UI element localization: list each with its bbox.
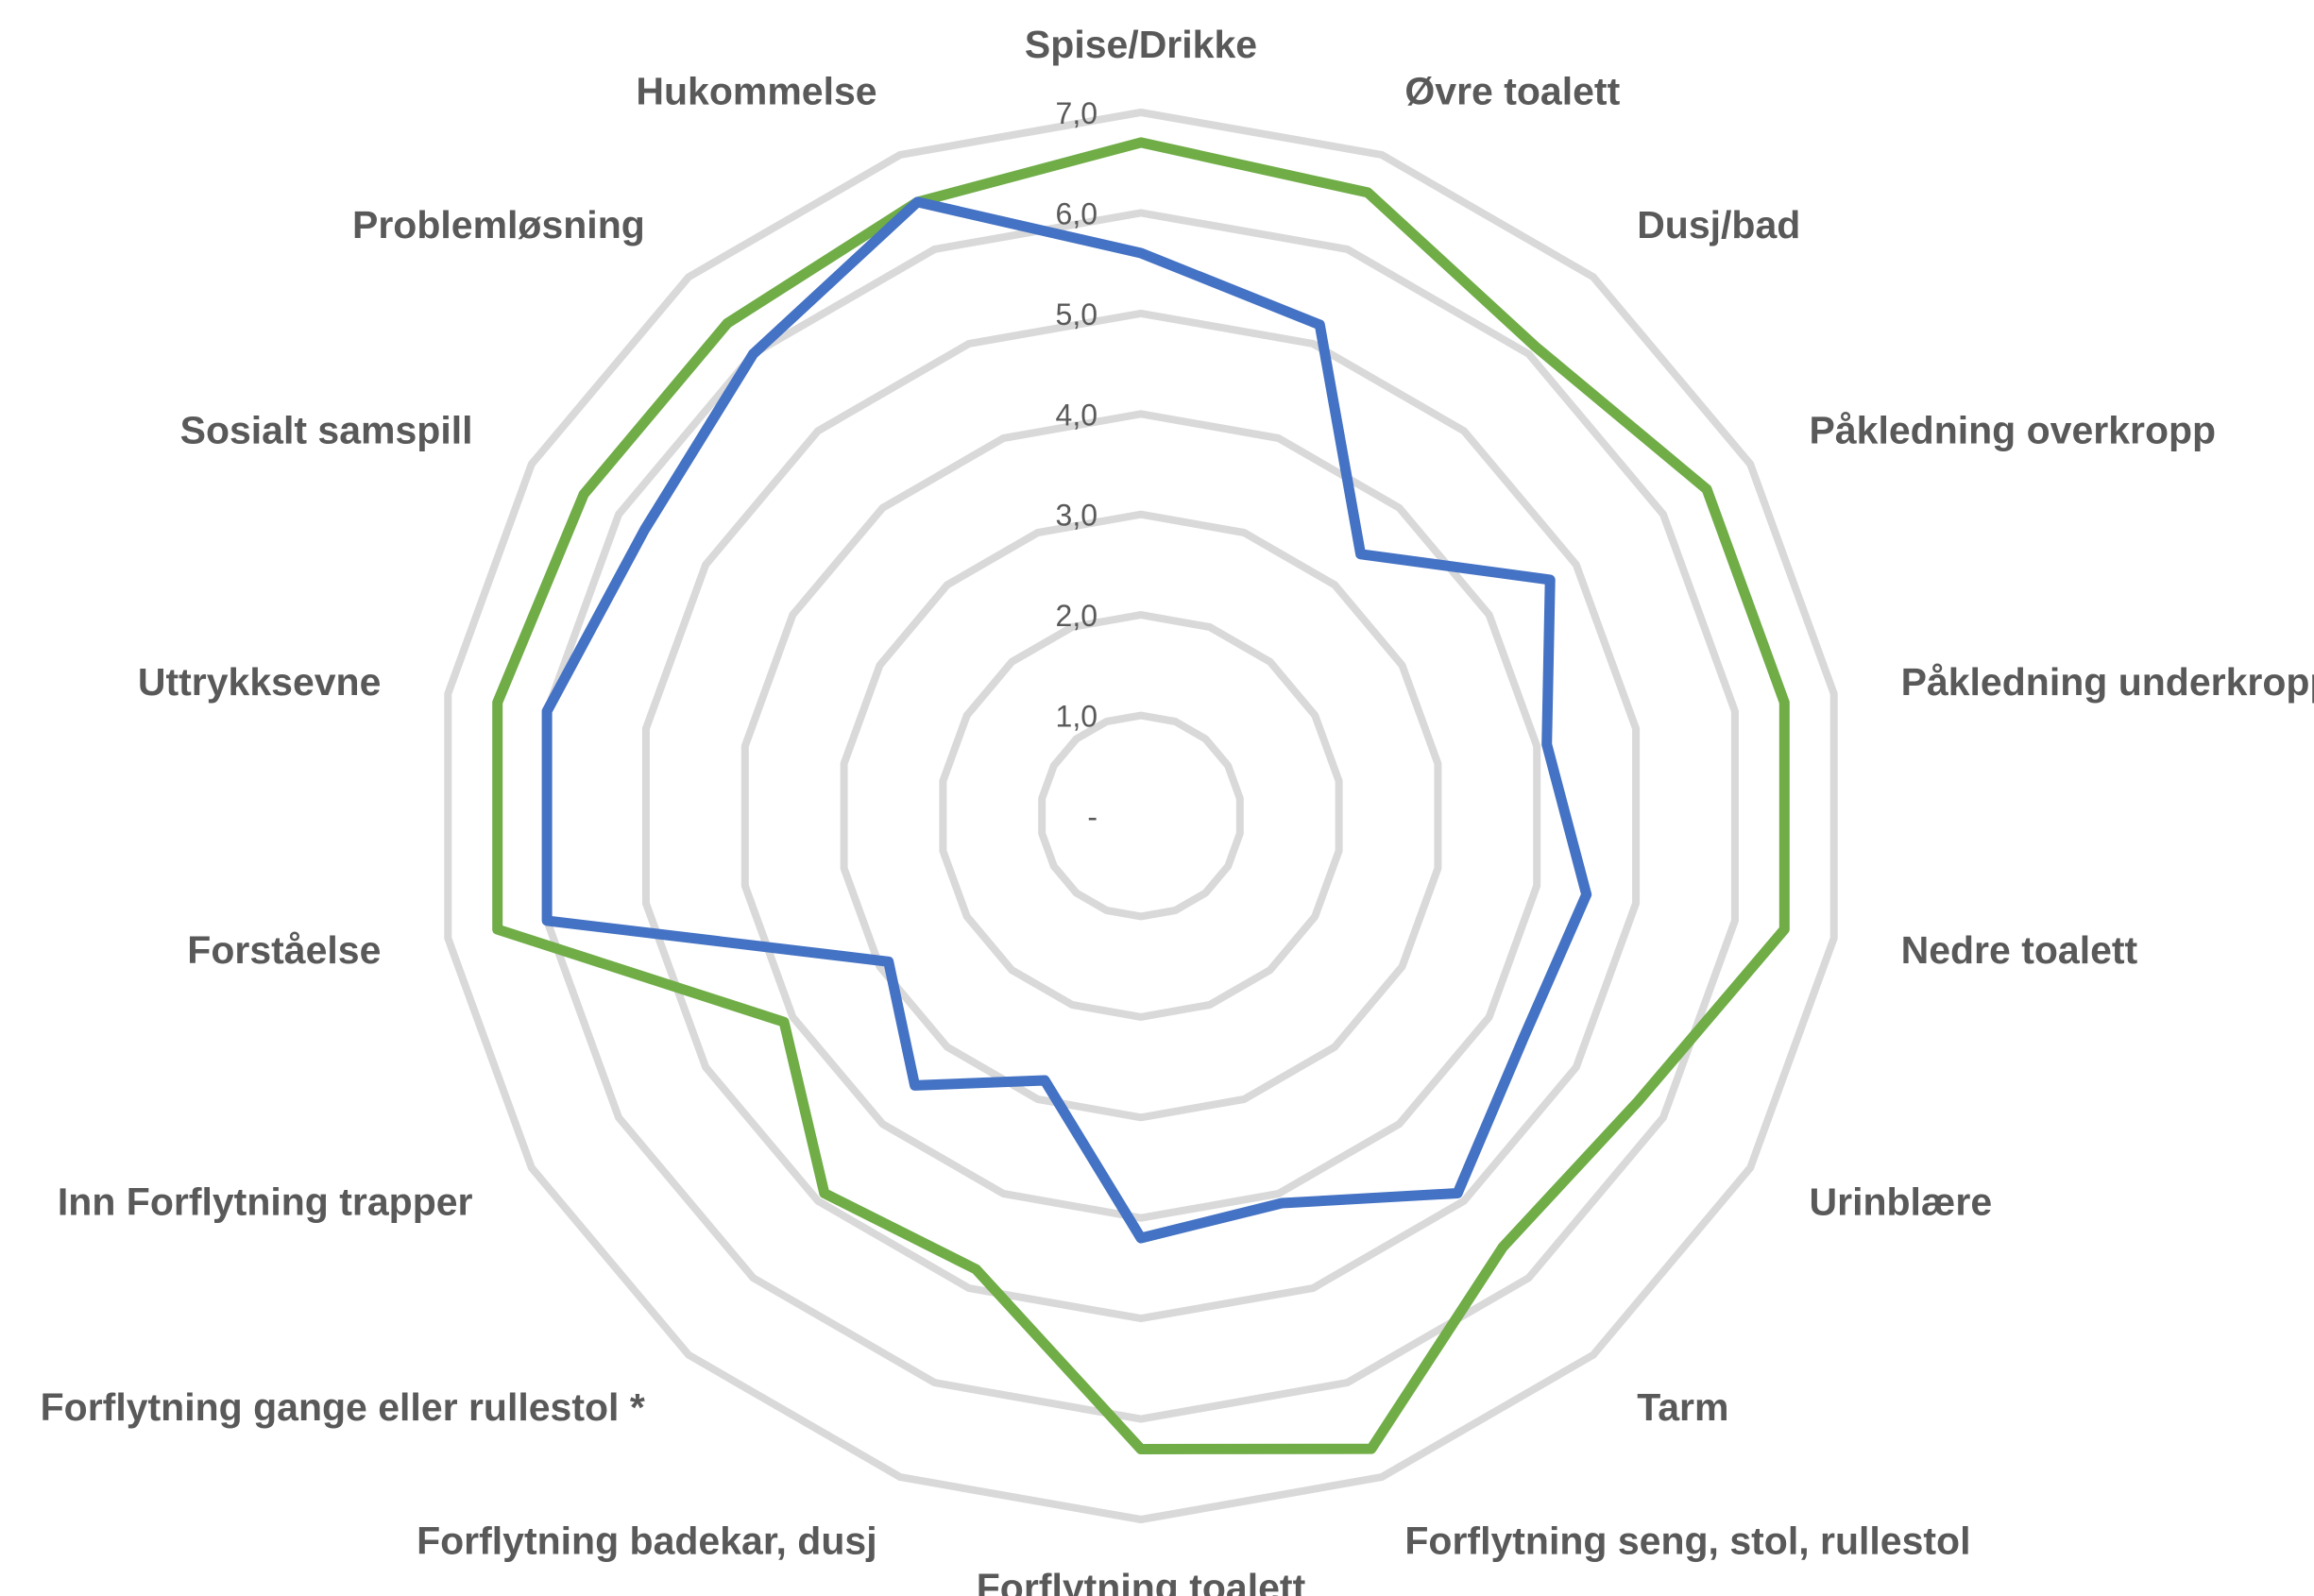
tick-label: 2,0 bbox=[1056, 599, 1097, 633]
category-label: Forståelse bbox=[187, 928, 381, 972]
tick-label: 6,0 bbox=[1056, 196, 1097, 230]
category-label: Påkledning underkropp bbox=[1901, 660, 2314, 704]
series-layer bbox=[492, 137, 1790, 1454]
category-label: Hukommelse bbox=[636, 69, 876, 112]
grid-ring-4 bbox=[740, 410, 1541, 1222]
category-label: Tarm bbox=[1637, 1385, 1728, 1429]
series-2-line bbox=[541, 196, 1592, 1244]
series-1-line bbox=[492, 137, 1790, 1454]
category-label: Forflytning gange eller rullestol * bbox=[41, 1385, 645, 1429]
category-label: Forflytning seng, stol, rullestol bbox=[1404, 1520, 1970, 1563]
grid-ring-6 bbox=[543, 209, 1739, 1423]
grid-ring-2 bbox=[939, 611, 1343, 1021]
tick-label: 4,0 bbox=[1056, 398, 1097, 432]
category-label: Påkledning overkropp bbox=[1810, 409, 2217, 452]
grid-ring-3 bbox=[840, 510, 1442, 1122]
tick-label-layer: - 1,0 2,0 3,0 4,0 5,0 6,0 7,0 bbox=[1056, 96, 1097, 834]
grid-ring-5 bbox=[641, 309, 1641, 1323]
grid-ring-1 bbox=[1038, 711, 1244, 921]
tick-label: - bbox=[1087, 800, 1097, 834]
tick-label: 5,0 bbox=[1056, 297, 1097, 331]
category-label-layer: Spise/Drikke Øvre toalett Dusj/bad Påkledni… bbox=[41, 23, 2314, 1596]
grid-layer bbox=[444, 109, 1838, 1523]
category-label: Nedre toalett bbox=[1901, 928, 2138, 972]
category-label: Spise/Drikke bbox=[1025, 23, 1257, 66]
category-label: Uttrykksevne bbox=[138, 660, 382, 704]
tick-label: 7,0 bbox=[1056, 96, 1097, 130]
tick-label: 1,0 bbox=[1056, 700, 1097, 734]
category-label: Inn Forflytning trapper bbox=[58, 1180, 473, 1224]
category-label: Dusj/bad bbox=[1637, 203, 1800, 246]
category-label: Øvre toalett bbox=[1404, 69, 1620, 112]
tick-label: 3,0 bbox=[1056, 499, 1097, 533]
category-label: Forflytning badekar, dusj bbox=[417, 1520, 877, 1563]
grid-ring-7 bbox=[444, 109, 1838, 1523]
category-label: Urinblære bbox=[1810, 1180, 1993, 1224]
category-label: Forflytning toalett bbox=[977, 1566, 1306, 1596]
category-label: Problemløsning bbox=[352, 203, 645, 246]
category-label: Sosialt samspill bbox=[180, 409, 473, 452]
